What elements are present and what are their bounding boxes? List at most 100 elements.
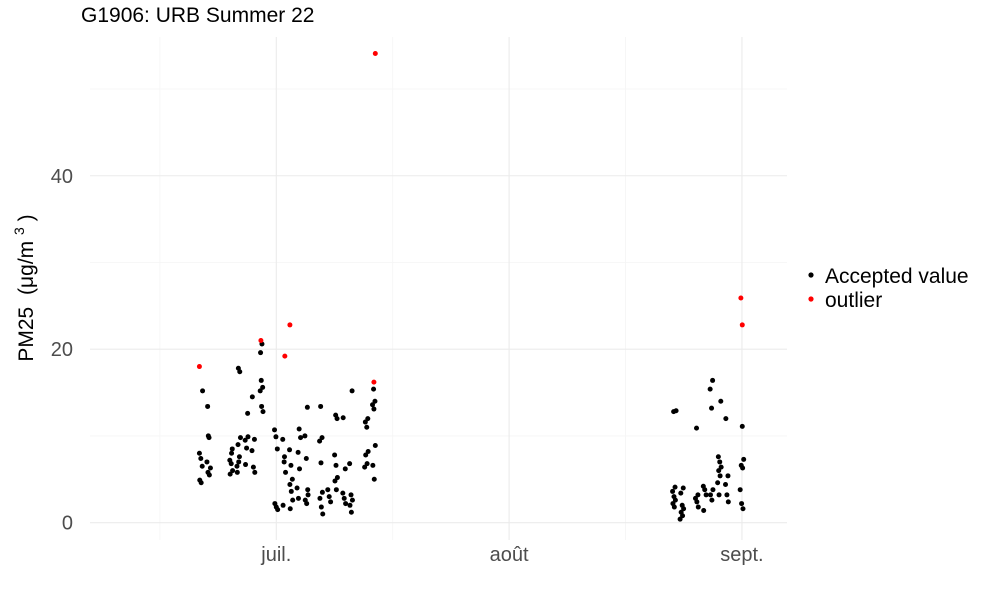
outlier-point: [738, 295, 744, 301]
legend-key-outlier: [808, 296, 814, 302]
accepted-point: [737, 487, 743, 493]
accepted-point: [717, 459, 723, 465]
accepted-point: [724, 492, 730, 498]
accepted-point: [723, 481, 729, 487]
accepted-point: [249, 394, 255, 400]
accepted-point: [326, 494, 332, 500]
accepted-point: [680, 485, 686, 491]
accepted-point: [290, 497, 296, 503]
accepted-point: [230, 468, 236, 474]
accepted-point: [234, 469, 240, 475]
accepted-point: [243, 462, 249, 468]
accepted-point: [196, 450, 202, 456]
accepted-point: [333, 487, 339, 493]
accepted-point: [317, 495, 323, 501]
accepted-point: [364, 461, 370, 467]
accepted-point: [362, 419, 368, 425]
accepted-point: [709, 497, 715, 503]
x-tick-label: août: [490, 544, 529, 566]
accepted-point: [370, 462, 376, 468]
accepted-point: [272, 427, 278, 433]
x-tick-label: juil.: [260, 544, 291, 566]
accepted-point: [334, 416, 340, 422]
accepted-point: [319, 435, 325, 441]
accepted-point: [305, 492, 311, 498]
accepted-point: [362, 464, 368, 470]
legend-label-accepted: Accepted value: [825, 265, 969, 288]
accepted-point: [199, 463, 205, 469]
accepted-point: [670, 488, 676, 494]
y-tick-labels: 0 20 40: [51, 166, 73, 535]
accepted-point: [258, 377, 264, 383]
accepted-point: [371, 476, 377, 482]
accepted-point: [259, 403, 265, 409]
accepted-point: [371, 386, 377, 392]
y-axis-label-unit-close: ): [15, 214, 38, 221]
accepted-point: [294, 485, 300, 491]
accepted-point: [695, 492, 701, 498]
outlier-point: [372, 50, 378, 56]
accepted-point: [365, 449, 371, 455]
accepted-point: [289, 476, 295, 482]
accepted-point: [320, 511, 326, 517]
accepted-point: [678, 490, 684, 496]
accepted-point: [317, 438, 323, 444]
accepted-point: [703, 492, 709, 498]
accepted-point: [288, 462, 294, 468]
accepted-point: [205, 403, 211, 409]
y-tick-label: 40: [51, 166, 73, 188]
accepted-point: [671, 504, 677, 510]
outlier-point: [196, 364, 202, 370]
accepted-point: [287, 447, 293, 453]
accepted-point: [298, 435, 304, 441]
accepted-point: [340, 415, 346, 421]
accepted-point: [319, 489, 325, 495]
accepted-point: [347, 461, 353, 467]
outlier-point: [739, 322, 745, 328]
outlier-point: [282, 353, 288, 359]
accepted-point: [245, 434, 251, 440]
y-axis-label: PM25 (μg/m 3 ): [6, 214, 38, 361]
accepted-point: [250, 464, 256, 470]
accepted-point: [725, 499, 731, 505]
accepted-point: [295, 495, 301, 501]
accepted-point: [348, 509, 354, 515]
accepted-point: [280, 502, 286, 508]
accepted-point: [229, 446, 235, 452]
accepted-point: [297, 466, 303, 472]
accepted-point: [302, 433, 308, 439]
accepted-point: [672, 484, 678, 490]
accepted-point: [280, 436, 286, 442]
accepted-point: [236, 454, 242, 460]
accepted-point: [249, 448, 255, 454]
accepted-point: [694, 425, 700, 431]
accepted-point: [274, 446, 280, 452]
accepted-point: [245, 410, 251, 416]
accepted-point: [349, 388, 355, 394]
accepted-point: [364, 424, 370, 430]
accepted-point: [725, 473, 731, 479]
accepted-point: [260, 409, 266, 415]
accepted-point: [198, 480, 204, 486]
accepted-point: [365, 416, 371, 422]
accepted-point: [287, 506, 293, 512]
accepted-point: [318, 504, 324, 510]
accepted-point: [325, 487, 331, 493]
accepted-point: [363, 452, 369, 458]
accepted-point: [295, 449, 301, 455]
accepted-point: [204, 459, 210, 465]
y-axis-label-unit: (μg/m: [15, 241, 38, 295]
accepted-point: [710, 487, 716, 493]
accepted-point: [304, 404, 310, 410]
accepted-point: [341, 495, 347, 501]
y-tick-label: 20: [51, 339, 73, 361]
legend-label-outlier: outlier: [825, 289, 882, 312]
accepted-point: [372, 442, 378, 448]
accepted-point: [234, 463, 240, 469]
accepted-point: [242, 437, 248, 443]
accepted-point: [260, 384, 266, 390]
accepted-point: [257, 388, 263, 394]
accepted-point: [716, 492, 722, 498]
accepted-point: [283, 469, 289, 475]
